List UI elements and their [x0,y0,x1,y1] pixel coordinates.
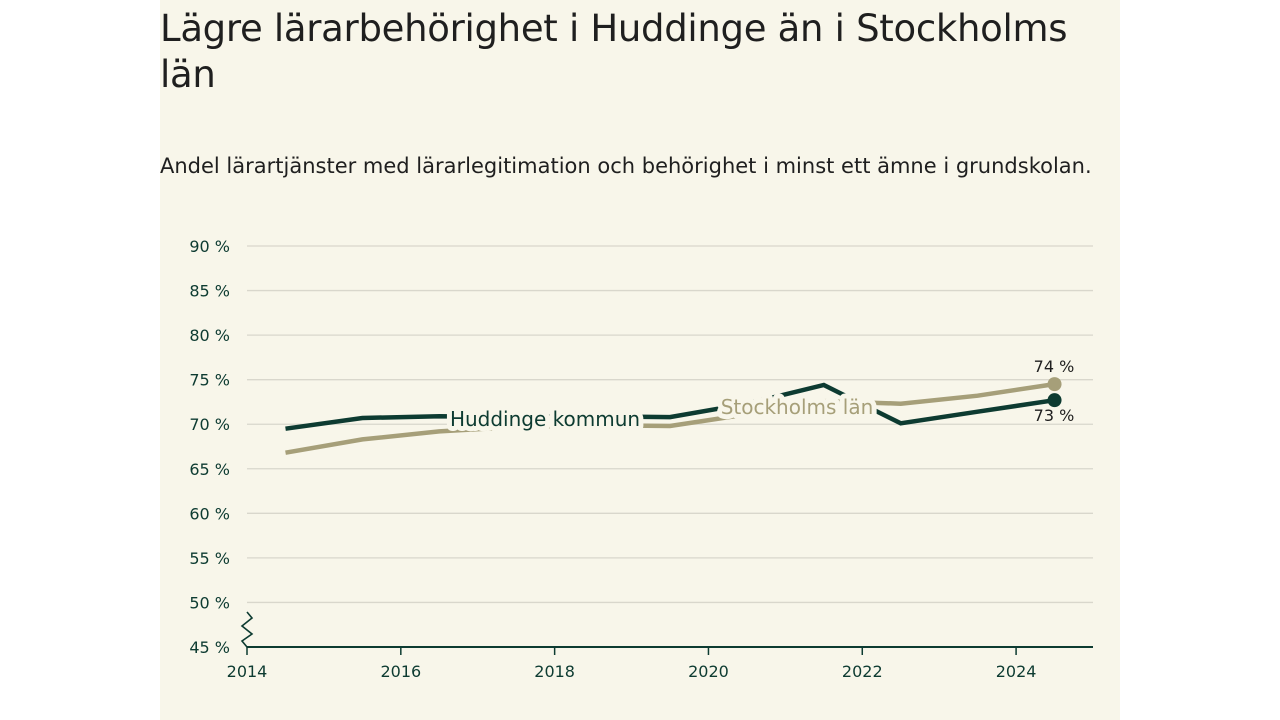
x-tick-label: 2020 [688,662,729,681]
y-tick-label: 65 % [189,460,230,479]
y-tick-label: 50 % [189,593,230,612]
stockholm-end-value-label: 74 % [1034,357,1075,376]
stockholm-end-marker [1047,377,1062,392]
series-labels: Huddinge kommun Stockholms län 74 % 73 % [445,357,1075,436]
huddinge-end-marker [1047,393,1062,408]
y-tick-label: 75 % [189,371,230,390]
x-tick-label: 2016 [380,662,421,681]
huddinge-line [285,382,1055,431]
series-lines [285,377,1062,455]
y-tick-label: 70 % [189,415,230,434]
chart-subtitle: Andel lärartjänster med lärarlegitimatio… [160,154,1092,178]
stockholm-series-label: Stockholms län [721,395,874,419]
stockholm-line [285,381,1055,455]
x-axis: 2014 2016 2018 2020 2022 2024 [227,611,1093,681]
y-tick-label: 60 % [189,504,230,523]
y-tick-label: 55 % [189,549,230,568]
y-tick-label: 85 % [189,282,230,301]
y-tick-label: 90 % [189,237,230,256]
axis-break-icon [240,611,254,648]
x-tick-label: 2022 [842,662,883,681]
x-tick-label: 2014 [227,662,268,681]
x-tick-label: 2018 [534,662,575,681]
y-axis-ticks: 90 % 85 % 80 % 75 % 70 % 65 % 60 % 55 % 50 % 45 % [189,237,230,657]
chart-background [160,0,1120,720]
huddinge-end-value-label: 73 % [1034,406,1075,425]
y-tick-label: 80 % [189,326,230,345]
huddinge-series-label: Huddinge kommun [450,407,640,431]
y-tick-label: 45 % [189,638,230,657]
chart-title: Lägre lärarbehörighet i Huddinge än i St… [160,7,1068,96]
x-tick-label: 2024 [996,662,1037,681]
